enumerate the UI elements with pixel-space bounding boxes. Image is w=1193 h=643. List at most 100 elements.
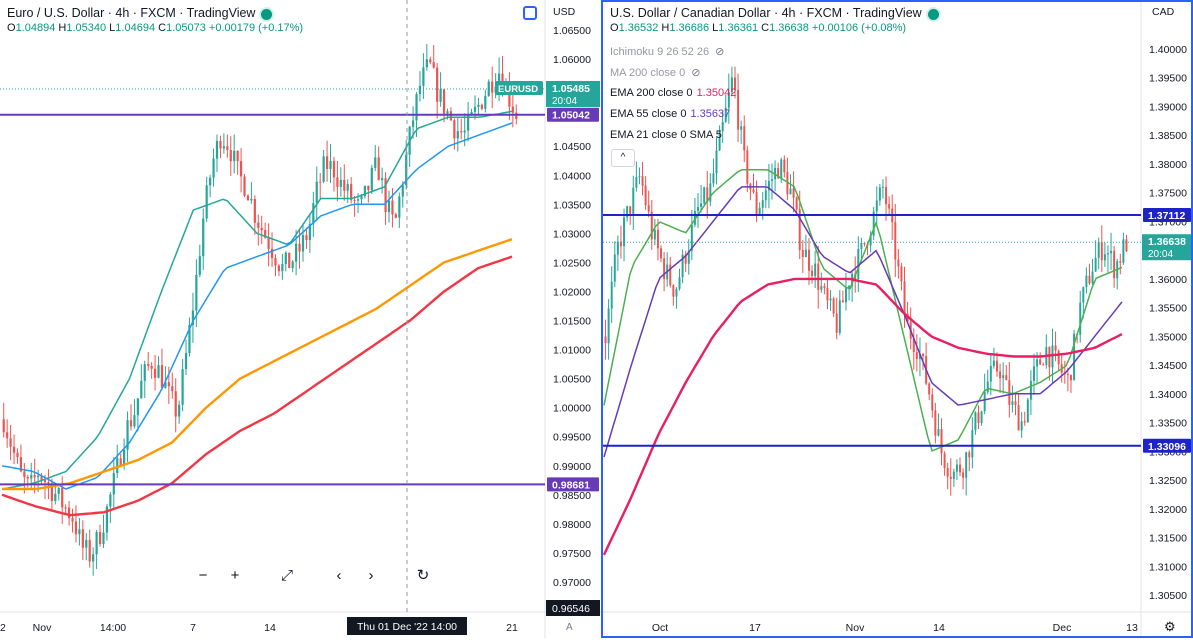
last-price-countdown: 20:04 — [552, 96, 577, 107]
candle-body — [243, 176, 246, 196]
moving-average-line — [1, 110, 513, 490]
y-tick-label: 1.37500 — [1149, 188, 1187, 200]
candle-body — [672, 285, 675, 297]
candle-body — [446, 111, 449, 114]
active-pane-border — [601, 0, 1193, 638]
scroll-left-button[interactable]: ‹ — [336, 566, 342, 584]
candle-body — [2, 419, 5, 433]
x-tick-label: 14 — [264, 622, 276, 634]
candle-body — [215, 140, 219, 159]
candle-body — [332, 161, 336, 178]
candle-body — [174, 391, 177, 417]
candle-body — [992, 360, 995, 366]
candle-body — [771, 179, 773, 181]
candle-body — [463, 130, 466, 133]
gear-icon[interactable]: ⚙ — [1164, 619, 1176, 634]
collapse-legend-button[interactable]: ^ — [611, 149, 635, 167]
candle-body — [30, 475, 33, 479]
candle-body — [1029, 380, 1032, 400]
candle-body — [439, 89, 442, 102]
right-currency-label[interactable]: CAD — [1152, 6, 1175, 18]
candle-body — [619, 241, 622, 247]
y-tick-label: 1.31500 — [1149, 533, 1187, 545]
moving-average-line — [1, 255, 513, 517]
candle-body — [429, 59, 432, 63]
candle-body — [807, 249, 810, 271]
candle-body — [467, 114, 470, 131]
horizontal-line-price-tag — [1143, 207, 1191, 222]
candle-body — [875, 200, 878, 212]
candle-body — [860, 243, 863, 249]
candle-body — [962, 472, 965, 478]
x-tick-label: Nov — [33, 622, 52, 634]
candle-body — [638, 176, 641, 178]
candle-body — [678, 277, 681, 289]
refresh-icon[interactable]: ↻ — [416, 567, 430, 584]
candle-body — [607, 308, 610, 344]
candle-body — [758, 207, 761, 215]
candle-body — [623, 217, 626, 247]
chart-navigation-bar: − + ⤢ ‹ › ↻ — [190, 563, 436, 587]
candle-body — [126, 420, 129, 450]
left-auto-scale-button[interactable]: A — [566, 622, 573, 633]
candle-body — [971, 430, 974, 458]
candle-body — [777, 168, 780, 179]
y-tick-label: 1.39500 — [1149, 73, 1187, 85]
candle-body — [656, 229, 659, 249]
candle-body — [274, 257, 277, 266]
candle-body — [67, 507, 71, 519]
eye-off-icon[interactable]: ⊘ — [691, 67, 701, 79]
eye-off-icon[interactable]: ⊘ — [715, 46, 725, 58]
y-tick-label: 1.40000 — [1149, 44, 1187, 56]
candle-body — [209, 177, 212, 186]
candle-body — [743, 126, 746, 151]
candle-body — [1026, 399, 1029, 423]
right-ohlc: O1.36532 H1.36686 L1.36361 C1.36638 +0.0… — [610, 22, 907, 34]
moving-average-line — [1, 122, 513, 490]
reset-view-icon[interactable]: ⤢ — [280, 566, 293, 584]
candle-body — [703, 187, 706, 204]
candle-body — [746, 150, 749, 184]
candle-body — [16, 452, 19, 458]
y-tick-label: 1.01500 — [553, 316, 591, 328]
candle-body — [353, 200, 356, 202]
candle-body — [681, 254, 684, 278]
candle-body — [497, 73, 501, 87]
indicator-ma200[interactable]: MA 200 close 0 ⊘ — [610, 67, 701, 79]
left-currency-label[interactable]: USD — [553, 6, 576, 18]
candle-body — [918, 353, 921, 359]
candle-body — [1033, 366, 1035, 381]
candle-body — [50, 483, 53, 502]
candle-body — [219, 140, 222, 149]
indicator-ema55[interactable]: EMA 55 close 0 1.35637 — [610, 108, 731, 120]
candle-body — [167, 382, 170, 387]
candle-body — [823, 286, 826, 288]
left-market-status-dot[interactable] — [261, 8, 273, 20]
candle-body — [277, 265, 281, 272]
horizontal-line-price-tag — [1143, 438, 1191, 453]
candle-body — [329, 161, 332, 170]
left-ohlc: O1.04894 H1.05340 L1.04694 C1.05073 +0.0… — [7, 22, 304, 34]
candle-body — [789, 188, 792, 195]
indicator-ichimoku[interactable]: Ichimoku 9 26 52 26 ⊘ — [610, 46, 725, 58]
candle-body — [381, 178, 384, 181]
candle-body — [363, 185, 367, 197]
layout-square-icon[interactable] — [523, 6, 537, 20]
candle-body — [88, 540, 91, 562]
candle-body — [343, 179, 346, 191]
candle-body — [1057, 350, 1060, 365]
candle-body — [792, 188, 795, 198]
indicator-ema200[interactable]: EMA 200 close 0 1.35042 — [610, 87, 737, 99]
candle-body — [952, 471, 955, 479]
indicator-ema21[interactable]: EMA 21 close 0 SMA 5 — [610, 129, 722, 141]
zoom-out-button[interactable]: − — [198, 566, 208, 584]
zoom-in-button[interactable]: + — [230, 566, 240, 584]
candle-body — [928, 383, 931, 395]
right-market-status-dot[interactable] — [927, 8, 939, 20]
candle-body — [965, 452, 968, 478]
candle-body — [767, 180, 770, 191]
candle-body — [955, 464, 958, 472]
candle-body — [370, 167, 373, 191]
scroll-right-button[interactable]: › — [368, 566, 374, 584]
